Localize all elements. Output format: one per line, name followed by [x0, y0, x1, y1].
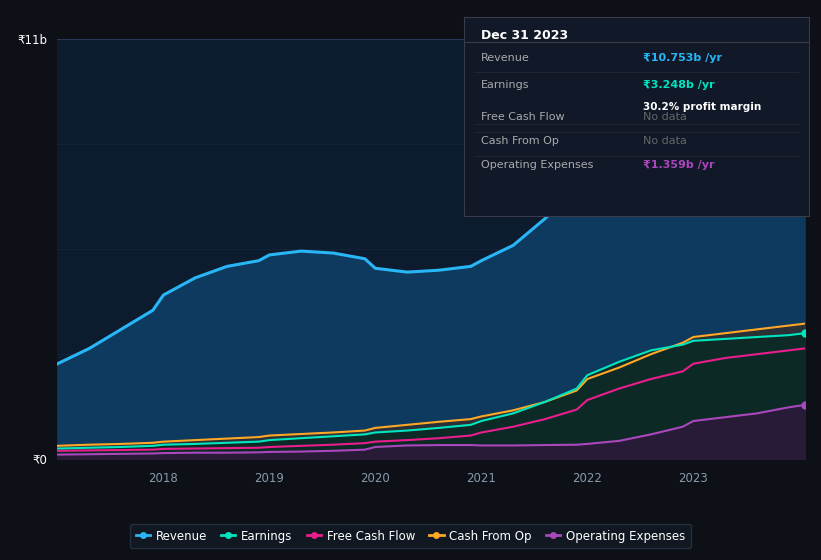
Text: Earnings: Earnings [481, 81, 530, 90]
Text: No data: No data [643, 136, 687, 146]
Text: Free Cash Flow: Free Cash Flow [481, 112, 565, 122]
Text: 30.2% profit margin: 30.2% profit margin [643, 102, 761, 113]
Text: ₹10.753b /yr: ₹10.753b /yr [643, 53, 722, 63]
Legend: Revenue, Earnings, Free Cash Flow, Cash From Op, Operating Expenses: Revenue, Earnings, Free Cash Flow, Cash … [130, 524, 691, 548]
Text: Cash From Op: Cash From Op [481, 136, 559, 146]
Text: Dec 31 2023: Dec 31 2023 [481, 29, 568, 42]
Bar [693, 39, 805, 459]
Text: ₹1.359b /yr: ₹1.359b /yr [643, 160, 714, 170]
Text: No data: No data [643, 112, 687, 122]
Text: Operating Expenses: Operating Expenses [481, 160, 594, 170]
Text: Revenue: Revenue [481, 53, 530, 63]
Text: ₹3.248b /yr: ₹3.248b /yr [643, 81, 715, 90]
